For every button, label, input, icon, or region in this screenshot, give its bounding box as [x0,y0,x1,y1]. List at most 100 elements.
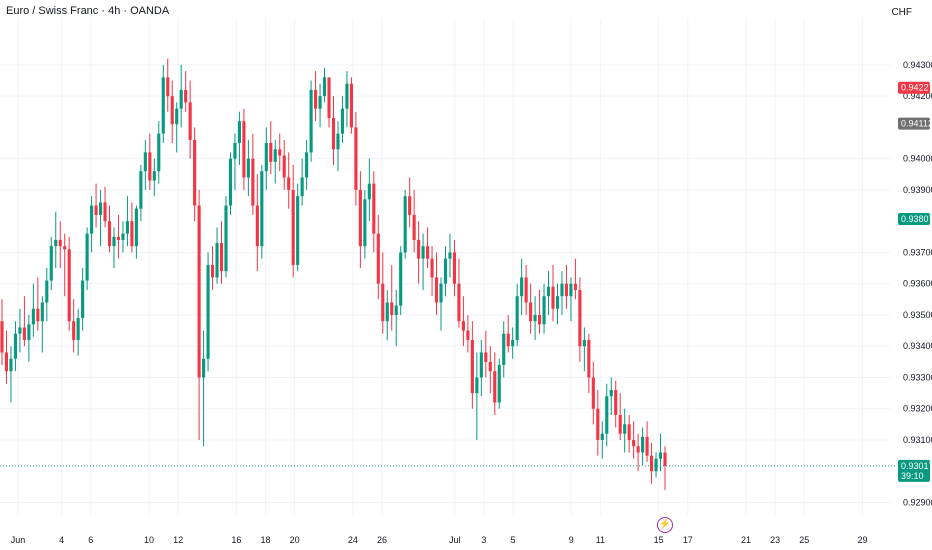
candle[interactable] [430,246,434,297]
candle[interactable] [314,71,318,122]
candle[interactable] [417,221,421,284]
candle[interactable] [94,183,98,228]
candle[interactable] [278,133,282,172]
candle[interactable] [134,205,138,259]
candle[interactable] [188,80,192,159]
candle[interactable] [457,258,461,328]
candle[interactable] [305,139,309,190]
candle[interactable] [18,308,22,353]
candle[interactable] [215,227,219,284]
candle[interactable] [179,64,183,128]
candle[interactable] [72,299,76,353]
candle[interactable] [618,393,622,440]
candle[interactable] [426,227,430,269]
candle[interactable] [515,283,519,347]
candle[interactable] [340,96,345,144]
candle[interactable] [197,189,201,440]
currency-label[interactable]: CHF [891,7,912,18]
candle[interactable] [210,246,215,290]
candle[interactable] [90,196,94,253]
candle[interactable] [511,327,515,359]
candle[interactable] [63,233,67,297]
candle[interactable] [479,339,483,397]
candle[interactable] [537,289,542,334]
candle[interactable] [573,258,577,300]
candle[interactable] [67,236,71,331]
candle[interactable] [605,383,609,447]
candle[interactable] [264,127,268,190]
candle[interactable] [170,80,174,144]
candle[interactable] [484,330,488,378]
candle[interactable] [555,283,560,325]
candle[interactable] [206,252,210,372]
candle[interactable] [502,321,506,378]
candle[interactable] [408,177,412,228]
candle[interactable] [49,236,53,290]
candle[interactable] [443,246,448,297]
candle[interactable] [587,333,591,394]
candle[interactable] [636,433,640,472]
candle[interactable] [161,64,165,144]
candle[interactable] [542,283,546,334]
candle[interactable] [520,258,524,315]
candle[interactable] [381,252,385,334]
candle[interactable] [112,227,116,269]
candle[interactable] [385,289,389,340]
candle[interactable] [107,205,112,253]
candle[interactable] [632,421,636,459]
candle[interactable] [40,296,44,353]
candle[interactable] [143,139,147,190]
candle[interactable] [175,102,179,153]
candle[interactable] [497,358,501,409]
candle[interactable] [358,171,362,269]
candle[interactable] [309,80,313,162]
candle[interactable] [658,433,663,472]
candle[interactable] [273,139,277,184]
candle[interactable] [591,361,595,425]
candle[interactable] [116,214,121,259]
candle[interactable] [533,296,537,340]
candle[interactable] [475,352,479,440]
candle[interactable] [354,111,358,206]
candle[interactable] [448,233,452,278]
candle[interactable] [0,299,4,365]
candle[interactable] [627,414,631,453]
candle[interactable] [493,352,497,415]
candle[interactable] [372,171,376,253]
candle[interactable] [546,271,551,315]
candle[interactable] [81,268,85,331]
candle[interactable] [349,77,353,134]
candle[interactable] [506,314,510,353]
candle[interactable] [564,264,569,309]
candle[interactable] [663,446,667,490]
candle[interactable] [394,289,398,347]
candle[interactable] [98,189,103,247]
candle[interactable] [649,443,654,484]
candle[interactable] [318,83,322,128]
candle[interactable] [331,96,336,165]
candle[interactable] [130,202,134,253]
candle[interactable] [237,111,241,165]
candle[interactable] [421,233,425,290]
candle[interactable] [336,121,340,172]
candle[interactable] [569,277,573,322]
candle[interactable] [166,58,170,112]
candle[interactable] [36,277,40,331]
candle[interactable] [22,296,26,347]
candle[interactable] [488,346,492,394]
candle[interactable] [121,221,125,253]
candle[interactable] [390,264,394,331]
candle[interactable] [224,196,228,278]
price-tag[interactable]: 0.93807 [898,212,932,225]
candle[interactable] [139,164,143,222]
candle[interactable] [363,189,367,259]
candle[interactable] [596,389,600,456]
candle[interactable] [578,277,582,362]
candle[interactable] [125,196,130,247]
candle[interactable] [291,164,295,278]
candle[interactable] [403,189,407,259]
candle[interactable] [600,421,604,459]
